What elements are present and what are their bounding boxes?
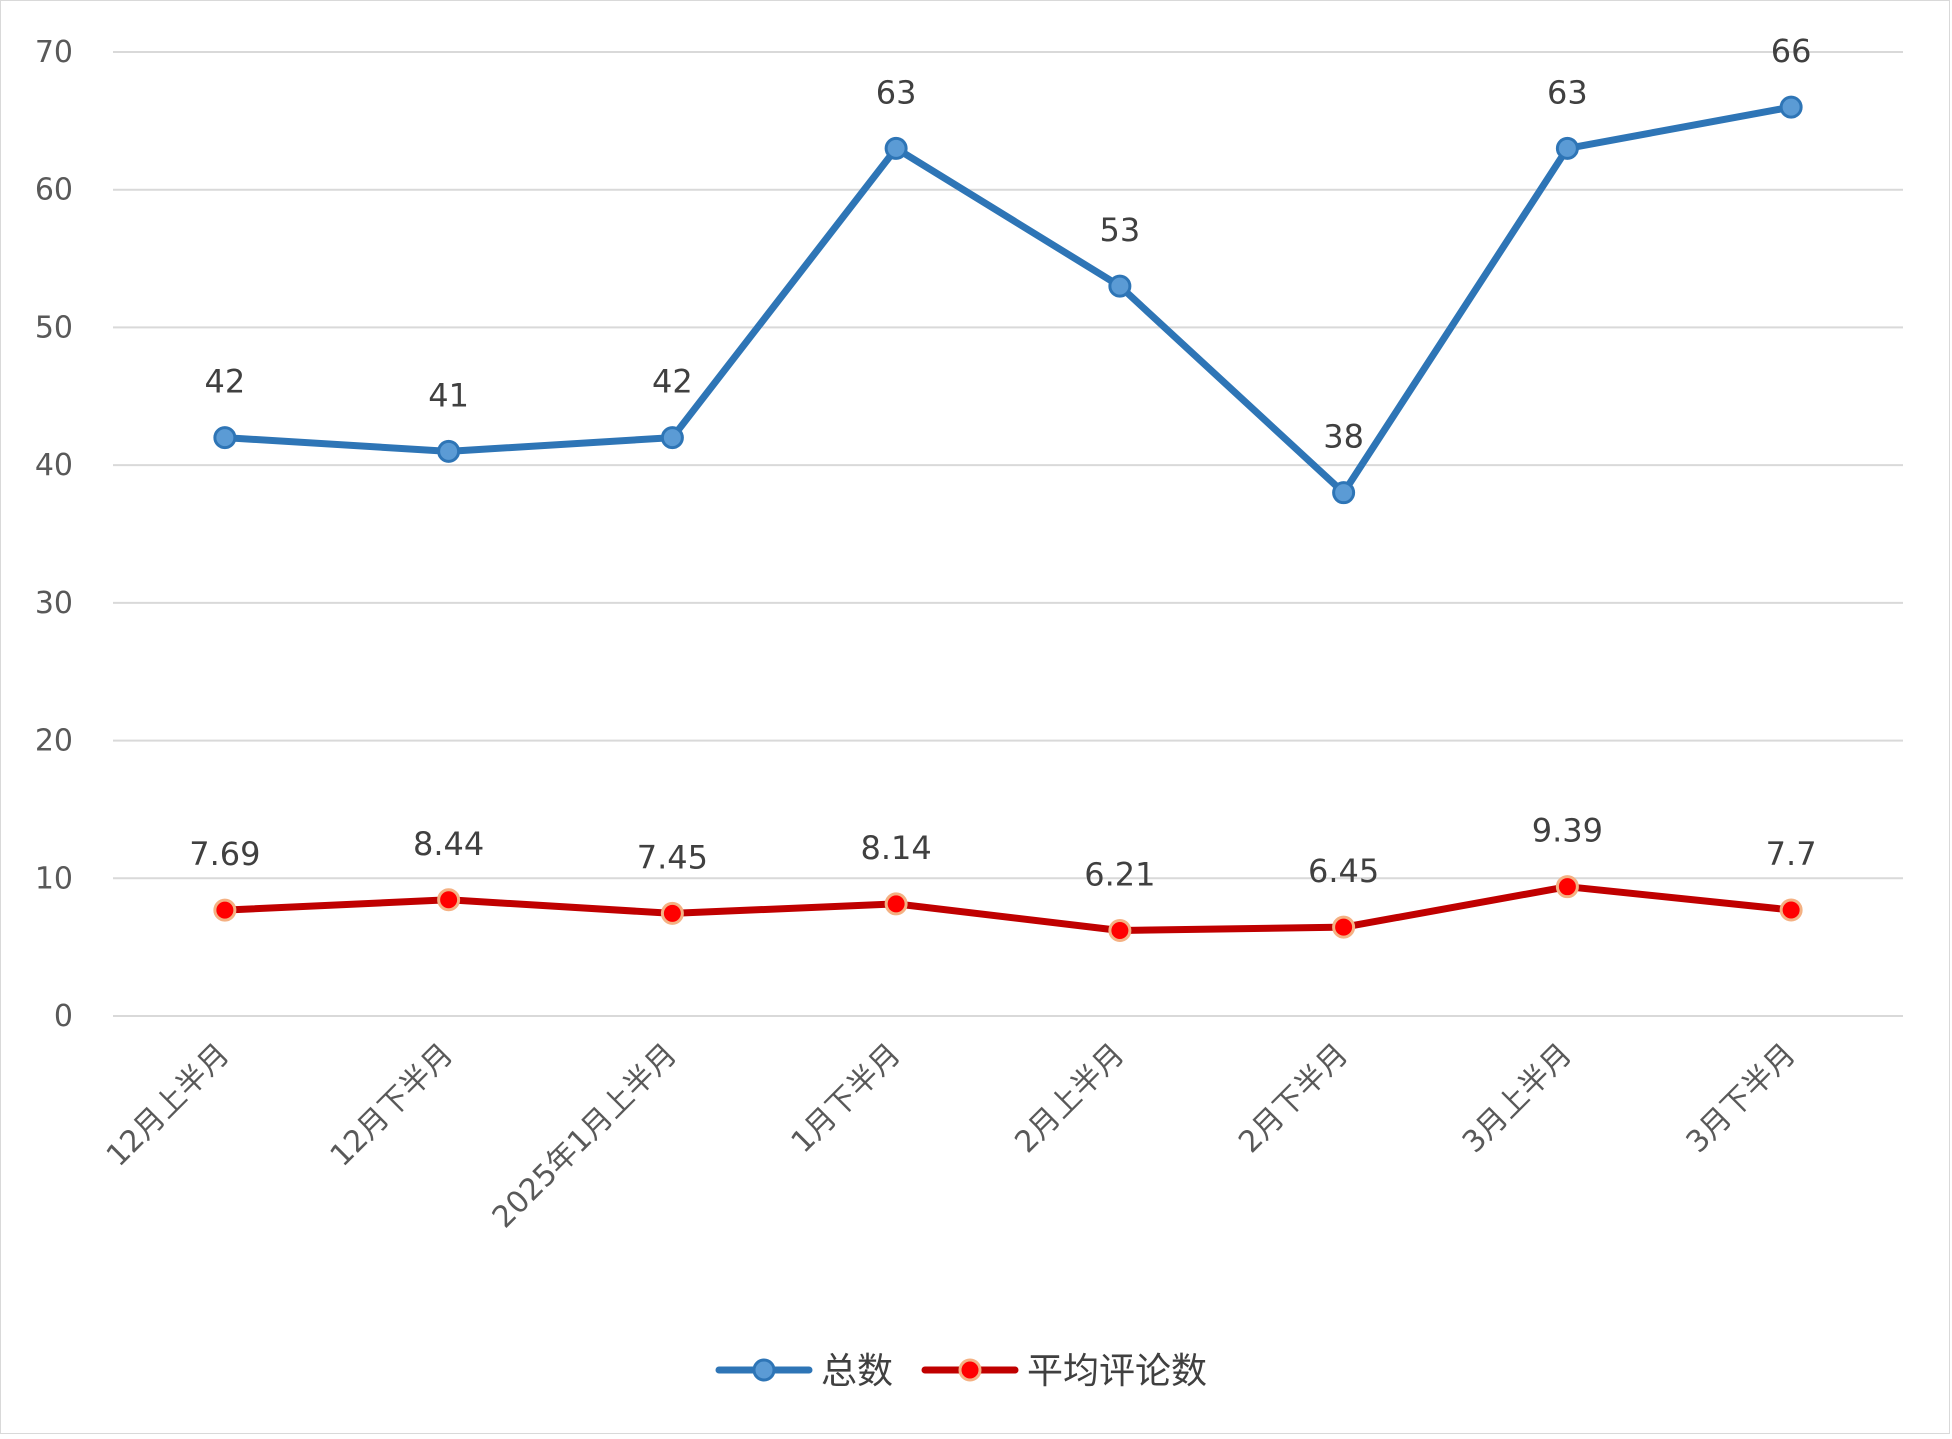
x-tick-label: 12月下半月 [324, 1037, 461, 1174]
legend-marker [752, 1358, 776, 1382]
x-tick-label: 3月下半月 [1680, 1037, 1803, 1160]
x-tick-label: 2月上半月 [1008, 1037, 1131, 1160]
data-point [884, 136, 908, 160]
y-tick-label: 60 [35, 173, 73, 208]
x-tick-label: 2月下半月 [1232, 1037, 1355, 1160]
data-label: 6.45 [1308, 852, 1379, 890]
x-tick-label: 2025年1月上半月 [486, 1037, 684, 1235]
legend: 总数 平均评论数 [715, 1351, 1207, 1392]
data-point [1555, 875, 1579, 899]
y-axis: 0 10 20 30 40 50 60 70 [35, 35, 73, 1034]
gridlines [113, 51, 1903, 1017]
data-label: 42 [652, 363, 693, 401]
data-point [884, 892, 908, 916]
data-point [660, 426, 684, 450]
y-tick-label: 40 [35, 448, 73, 483]
data-point [1332, 481, 1356, 505]
y-tick-label: 10 [35, 861, 73, 896]
data-label: 7.69 [189, 835, 260, 873]
data-label: 7.45 [637, 838, 708, 876]
x-tick-label: 12月上半月 [100, 1037, 237, 1174]
y-tick-label: 50 [35, 310, 73, 345]
legend-marker [958, 1358, 982, 1382]
data-label: 9.39 [1532, 812, 1603, 850]
series-group: 42 41 42 63 53 38 63 66 7.69 8.44 7.45 8.14 6.21 6.45… [189, 32, 1817, 942]
data-point [660, 901, 684, 925]
data-point [213, 898, 237, 922]
data-point [1332, 915, 1356, 939]
series-line [221, 883, 1795, 934]
data-point [1779, 898, 1803, 922]
data-label: 53 [1100, 211, 1141, 249]
data-label: 63 [1547, 73, 1588, 111]
x-tick-label: 3月上半月 [1456, 1037, 1579, 1160]
data-point [1779, 95, 1803, 119]
y-tick-label: 30 [35, 586, 73, 621]
data-point [1108, 274, 1132, 298]
y-tick-label: 20 [35, 724, 73, 759]
data-point [1108, 918, 1132, 942]
data-label: 41 [428, 376, 469, 414]
legend-item: 总数 [715, 1351, 893, 1392]
data-label: 42 [205, 363, 246, 401]
data-point [437, 439, 461, 463]
legend-label: 平均评论数 [1027, 1351, 1207, 1392]
data-label: 38 [1323, 418, 1364, 456]
series-0: 42 41 42 63 53 38 63 66 [205, 32, 1812, 505]
data-label: 6.21 [1084, 855, 1155, 893]
data-label: 8.44 [413, 825, 484, 863]
legend-item: 平均评论数 [921, 1351, 1207, 1392]
data-point [437, 888, 461, 912]
data-label: 66 [1771, 32, 1812, 70]
x-axis: 12月上半月 12月下半月 2025年1月上半月 1月下半月 2月上半月 2月下半月 3月上… [100, 1037, 1803, 1235]
legend-label: 总数 [821, 1351, 893, 1392]
x-tick-label: 1月下半月 [785, 1037, 908, 1160]
series-1: 7.69 8.44 7.45 8.14 6.21 6.45 9.39 7.7 [189, 812, 1817, 942]
data-point [1555, 136, 1579, 160]
data-point [213, 426, 237, 450]
y-tick-label: 70 [35, 35, 73, 70]
data-label: 63 [876, 73, 917, 111]
series-line [221, 103, 1795, 497]
y-tick-label: 0 [54, 999, 73, 1034]
data-label: 7.7 [1766, 835, 1817, 873]
data-label: 8.14 [861, 829, 932, 867]
